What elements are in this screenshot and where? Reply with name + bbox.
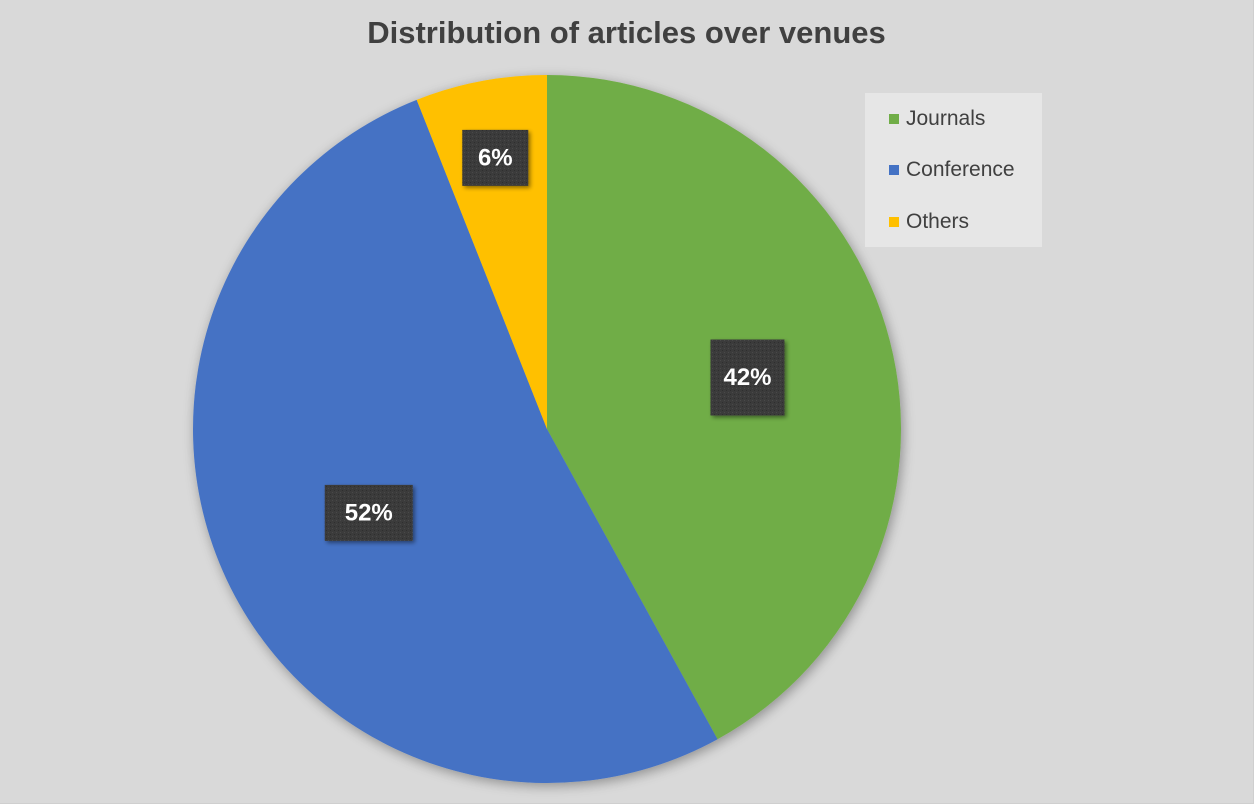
legend-label-journals: Journals xyxy=(906,107,986,130)
data-label-text-others: 6% xyxy=(478,144,513,171)
legend-label-conference: Conference xyxy=(906,158,1015,181)
data-label-box-journals xyxy=(710,339,785,416)
chart-title: Distribution of articles over venues xyxy=(367,15,886,50)
legend-item-journals: Journals xyxy=(865,107,985,131)
legend: Journals Conference Others xyxy=(865,93,1042,247)
legend-item-conference: Conference xyxy=(865,158,1015,182)
data-label-box-conference xyxy=(324,484,413,541)
data-label-journals: 42% xyxy=(710,339,785,416)
legend-swatch-others xyxy=(889,217,899,227)
pie-slice-conference xyxy=(193,99,718,783)
legend-swatch-conference xyxy=(889,165,899,175)
legend-swatch-journals xyxy=(889,114,899,124)
data-label-text-journals: 42% xyxy=(723,364,771,391)
data-label-text-conference: 52% xyxy=(345,499,393,526)
data-label-box-others xyxy=(462,129,529,186)
data-label-others: 6% xyxy=(462,129,529,186)
data-label-conference: 52% xyxy=(324,484,413,541)
legend-label-others: Others xyxy=(906,210,970,233)
legend-item-others: Others xyxy=(865,210,969,234)
